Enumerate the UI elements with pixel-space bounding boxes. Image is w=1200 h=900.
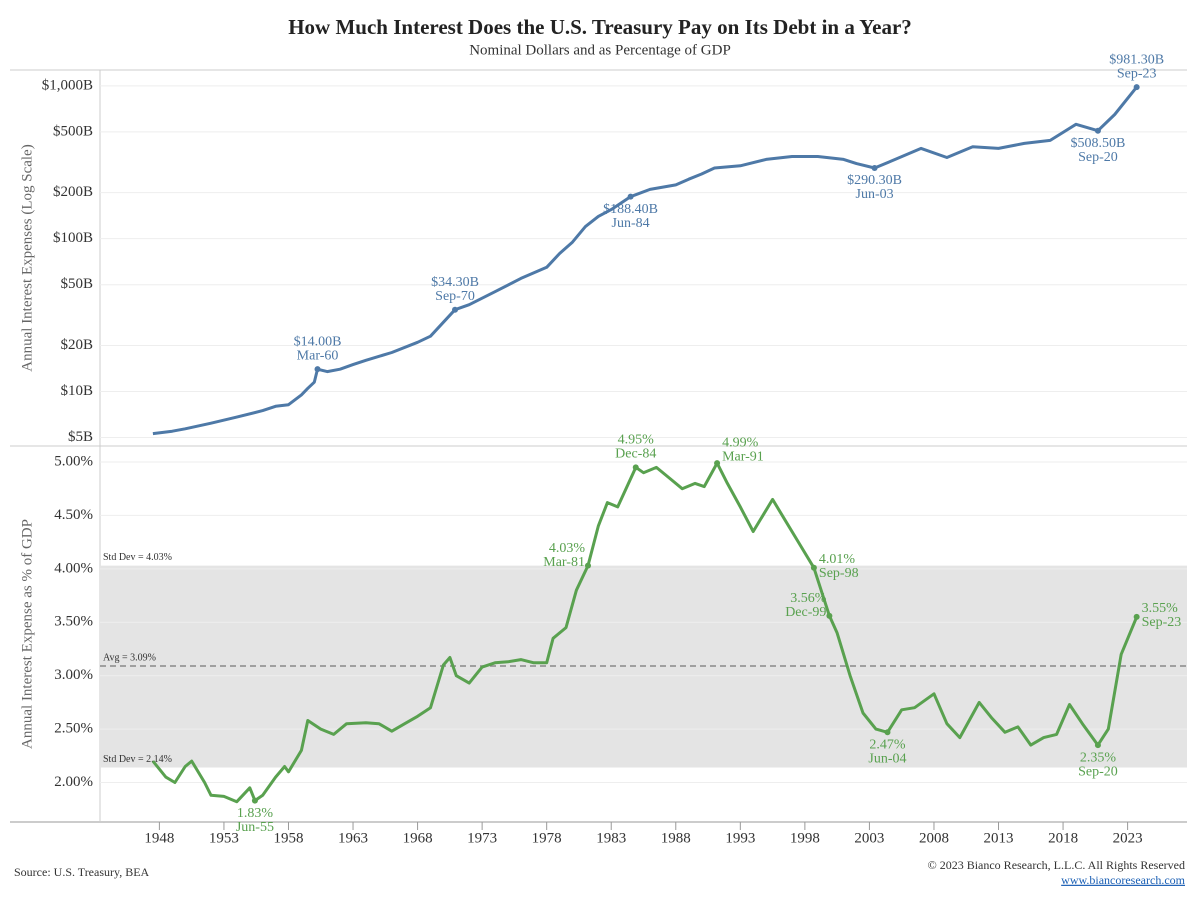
annotation-point (632, 464, 639, 471)
annotation-value: $34.30B (431, 275, 479, 290)
annotation-date: Dec-84 (615, 447, 656, 462)
x-tick-label: 1958 (273, 830, 303, 846)
annotation-date: Jun-84 (612, 216, 650, 231)
annotation-value: 2.47% (869, 737, 906, 752)
x-tick-label: 1978 (532, 830, 562, 846)
annotation-value: $188.40B (603, 202, 658, 217)
annotation-date: Dec-99 (785, 605, 826, 620)
x-tick-label: 1988 (661, 830, 691, 846)
annotation-value: 4.95% (618, 433, 655, 448)
annotation-date: Sep-20 (1078, 764, 1118, 779)
chart-subtitle: Nominal Dollars and as Percentage of GDP (469, 42, 731, 58)
x-tick-label: 1948 (144, 830, 174, 846)
annotation-date: Jun-03 (856, 187, 894, 202)
annotation-value: 3.55% (1142, 601, 1179, 616)
x-tick-label: 1953 (209, 830, 239, 846)
annotation-date: Sep-70 (435, 289, 475, 304)
annotation-point (314, 366, 321, 373)
annotation-value: 4.99% (722, 435, 759, 450)
chart-title: How Much Interest Does the U.S. Treasury… (288, 15, 912, 39)
y-tick-label: $5B (68, 429, 93, 445)
y-tick-label: 4.00% (54, 560, 93, 576)
annotation-date: Sep-23 (1117, 66, 1157, 81)
annotation-date: Jun-55 (236, 820, 274, 835)
series-line (152, 86, 1138, 436)
annotation-point (1094, 742, 1101, 749)
website-link[interactable]: www.biancoresearch.com (1061, 873, 1185, 887)
y-tick-label: 4.50% (54, 507, 93, 523)
y-tick-label: $50B (60, 276, 93, 292)
annotation-value: 2.35% (1080, 750, 1117, 765)
y-axis-label: Annual Interest Expense as % of GDP (19, 519, 35, 749)
y-tick-label: $1,000B (42, 77, 93, 93)
x-tick-label: 1973 (467, 830, 497, 846)
y-tick-label: $20B (60, 337, 93, 353)
average-label: Avg = 3.09% (103, 652, 156, 663)
y-tick-label: 2.00% (54, 774, 93, 790)
x-tick-label: 1993 (725, 830, 755, 846)
x-tick-label: 2008 (919, 830, 949, 846)
annotation-value: 4.01% (819, 552, 856, 567)
annotation-point (452, 306, 459, 313)
std-dev-label: Std Dev = 2.14% (103, 754, 172, 765)
annotation-date: Mar-60 (297, 348, 339, 363)
annotation-point (714, 460, 721, 467)
x-tick-label: 2003 (854, 830, 884, 846)
annotation-point (810, 564, 817, 571)
annotation-date: Sep-20 (1078, 150, 1118, 165)
x-tick-label: 1963 (338, 830, 368, 846)
annotation-value: 4.03% (549, 541, 586, 556)
y-tick-label: 3.50% (54, 614, 93, 630)
series-line (151, 461, 1139, 804)
annotation-point (251, 797, 258, 804)
annotation-value: 1.83% (237, 806, 274, 821)
annotation-date: Jun-04 (868, 751, 906, 766)
source: Source: U.S. Treasury, BEA (14, 865, 150, 879)
x-tick-label: 2013 (984, 830, 1014, 846)
x-tick-label: 1983 (596, 830, 626, 846)
annotation-point (1133, 84, 1140, 91)
x-tick-label: 2023 (1113, 830, 1143, 846)
y-tick-label: 3.00% (54, 667, 93, 683)
annotation-date: Sep-23 (1142, 615, 1182, 630)
copyright: © 2023 Bianco Research, L.L.C. All Right… (928, 858, 1185, 872)
x-tick-label: 2018 (1048, 830, 1078, 846)
std-dev-label: Std Dev = 4.03% (103, 552, 172, 563)
y-tick-label: 5.00% (54, 453, 93, 469)
x-tick-label: 1998 (790, 830, 820, 846)
y-tick-label: $100B (53, 230, 93, 246)
annotation-value: 3.56% (790, 591, 827, 606)
annotation-point (1133, 613, 1140, 620)
annotation-value: $981.30B (1109, 52, 1164, 67)
annotation-point (884, 729, 891, 736)
annotation-value: $290.30B (847, 173, 902, 188)
annotation-point (826, 612, 833, 619)
y-tick-label: 2.50% (54, 721, 93, 737)
y-tick-label: $10B (60, 383, 93, 399)
annotation-value: $14.00B (294, 334, 342, 349)
y-tick-label: $500B (53, 123, 93, 139)
y-axis-label: Annual Interest Expenses (Log Scale) (19, 144, 35, 371)
annotation-point (1094, 127, 1101, 134)
x-tick-label: 1968 (403, 830, 433, 846)
annotation-point (584, 562, 591, 569)
annotation-date: Sep-98 (819, 566, 859, 581)
annotation-value: $508.50B (1071, 136, 1126, 151)
annotation-point (627, 193, 634, 200)
annotation-date: Mar-81 (543, 555, 585, 570)
annotation-date: Mar-91 (722, 449, 764, 464)
annotation-point (871, 164, 878, 171)
y-tick-label: $200B (53, 184, 93, 200)
